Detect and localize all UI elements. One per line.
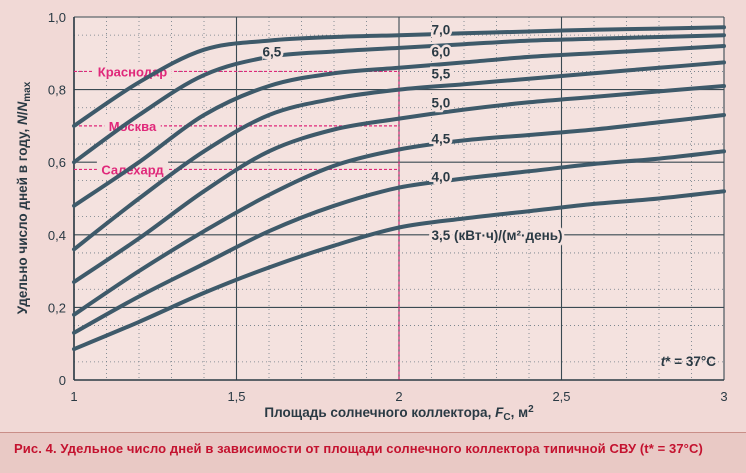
series-label: 5,0 [432, 95, 451, 110]
x-tick-label: 2 [395, 389, 402, 404]
y-tick-label: 0 [59, 373, 66, 388]
series-label: 4,0 [432, 170, 451, 185]
y-tick-label: 0,8 [48, 83, 66, 98]
x-tick-label: 1,5 [227, 389, 245, 404]
series-line [72, 25, 726, 128]
curves [72, 25, 726, 352]
temperature-annotation: t* = 37°C [661, 354, 717, 369]
x-tick-label: 1 [70, 389, 77, 404]
city-label: Салехард [101, 162, 164, 177]
series-label: 6,0 [432, 44, 451, 59]
series-line [72, 189, 726, 352]
city-label: Москва [109, 119, 157, 134]
y-tick-label: 0,4 [48, 228, 66, 243]
series-line [72, 84, 726, 284]
x-tick-label: 3 [720, 389, 727, 404]
caption-band [0, 432, 746, 473]
series-label: 4,5 [432, 132, 451, 147]
series-line [72, 44, 726, 208]
series-line [72, 149, 726, 335]
y-tick-label: 1,0 [48, 10, 66, 25]
x-tick-label: 2,5 [552, 389, 570, 404]
series-label: 5,5 [432, 66, 451, 81]
series-line [72, 33, 726, 165]
tick-labels: 1 1,5 2 2,5 3 0 0,2 0,4 0,6 0,8 1,0 [48, 10, 728, 404]
curve-labels: 3,5 (кВт·ч)/(м²·день) 4,0 4,5 5,0 5,5 6,0 6,5 7… [260, 20, 565, 245]
figure-caption: Рис. 4. Удельное число дней в зависимост… [14, 441, 703, 456]
series-line [72, 113, 726, 317]
series-label: 3,5 (кВт·ч)/(м²·день) [432, 228, 563, 243]
series-line [72, 60, 726, 252]
city-label-bg [96, 160, 169, 179]
x-axis-label: Площадь солнечного коллектора, FС, м2 [264, 404, 534, 423]
series-label: 6,5 [263, 44, 282, 59]
series-label: 7,0 [432, 23, 451, 38]
y-axis-label: Удельно число дней в году, N/Nmax [15, 81, 33, 314]
y-tick-label: 0,2 [48, 300, 66, 315]
y-tick-label: 0,6 [48, 155, 66, 170]
